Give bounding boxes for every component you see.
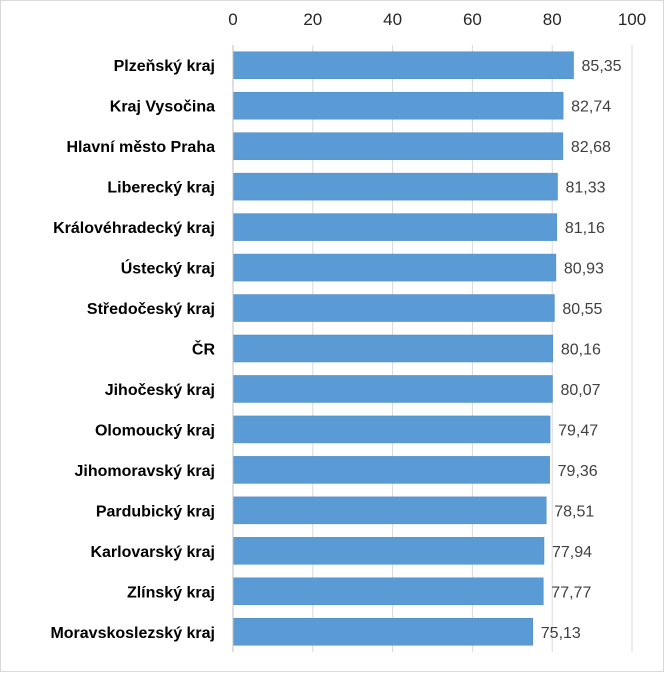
- data-label-9: 80,07: [560, 382, 600, 399]
- bar-8: [232, 334, 554, 363]
- x-tick-label-40: 40: [383, 10, 402, 29]
- data-label-8: 80,16: [561, 342, 601, 359]
- x-tick-label-80: 80: [543, 10, 562, 29]
- x-tick-label-60: 60: [463, 10, 482, 29]
- category-label-15: Moravskoslezský kraj: [50, 625, 215, 642]
- data-label-13: 77,94: [552, 544, 592, 561]
- data-label-12: 78,51: [554, 503, 594, 520]
- data-label-2: 82,74: [571, 99, 611, 116]
- category-label-8: ČR: [192, 340, 216, 359]
- bar-2: [232, 91, 564, 120]
- bar-14: [232, 577, 544, 606]
- category-label-4: Liberecký kraj: [107, 180, 215, 197]
- x-tick-label-0: 0: [228, 10, 237, 29]
- category-label-12: Pardubický kraj: [96, 503, 215, 520]
- data-label-1: 85,35: [582, 58, 622, 75]
- bar-12: [232, 496, 547, 525]
- bar-3: [232, 132, 564, 160]
- data-label-15: 75,13: [541, 625, 581, 642]
- bar-10: [232, 415, 551, 444]
- bar-6: [232, 253, 557, 282]
- category-label-9: Jihočeský kraj: [105, 382, 215, 399]
- category-label-1: Plzeňský kraj: [114, 58, 215, 75]
- x-tick-label-100: 100: [618, 10, 646, 29]
- data-label-7: 80,55: [562, 301, 602, 318]
- data-label-3: 82,68: [571, 139, 611, 156]
- category-label-11: Jihomoravský kraj: [74, 463, 215, 480]
- category-label-2: Kraj Vysočina: [110, 99, 215, 116]
- data-label-11: 79,36: [558, 463, 598, 480]
- data-labels: 85,35 82,74 82,68 81,33 81,16 80,93 80,55 80,16…: [541, 58, 622, 642]
- category-label-5: Královéhradecký kraj: [53, 220, 215, 237]
- bars: [232, 51, 574, 646]
- category-labels: Plzeňský kraj Kraj Vysočina Hlavní město P…: [50, 58, 215, 642]
- data-label-6: 80,93: [564, 261, 604, 278]
- data-label-14: 77,77: [551, 584, 591, 601]
- category-label-7: Středočeský kraj: [87, 301, 215, 318]
- bar-7: [232, 294, 555, 322]
- category-label-6: Ústecký kraj: [121, 259, 215, 278]
- x-axis-ticks: 0 20 40 60 80 100: [228, 10, 646, 29]
- category-label-3: Hlavní město Praha: [67, 139, 216, 156]
- category-label-13: Karlovarský kraj: [90, 544, 215, 561]
- bar-9: [232, 375, 553, 403]
- bar-11: [232, 456, 550, 484]
- bar-13: [232, 537, 545, 565]
- category-label-14: Zlínský kraj: [127, 584, 215, 601]
- category-label-10: Olomoucký kraj: [95, 422, 215, 439]
- x-tick-label-20: 20: [303, 10, 322, 29]
- bar-15: [232, 618, 534, 646]
- data-label-10: 79,47: [558, 422, 598, 439]
- data-label-5: 81,16: [565, 220, 605, 237]
- bar-1: [232, 51, 574, 79]
- bar-4: [232, 172, 558, 201]
- bar-5: [232, 213, 558, 241]
- data-label-4: 81,33: [566, 180, 606, 197]
